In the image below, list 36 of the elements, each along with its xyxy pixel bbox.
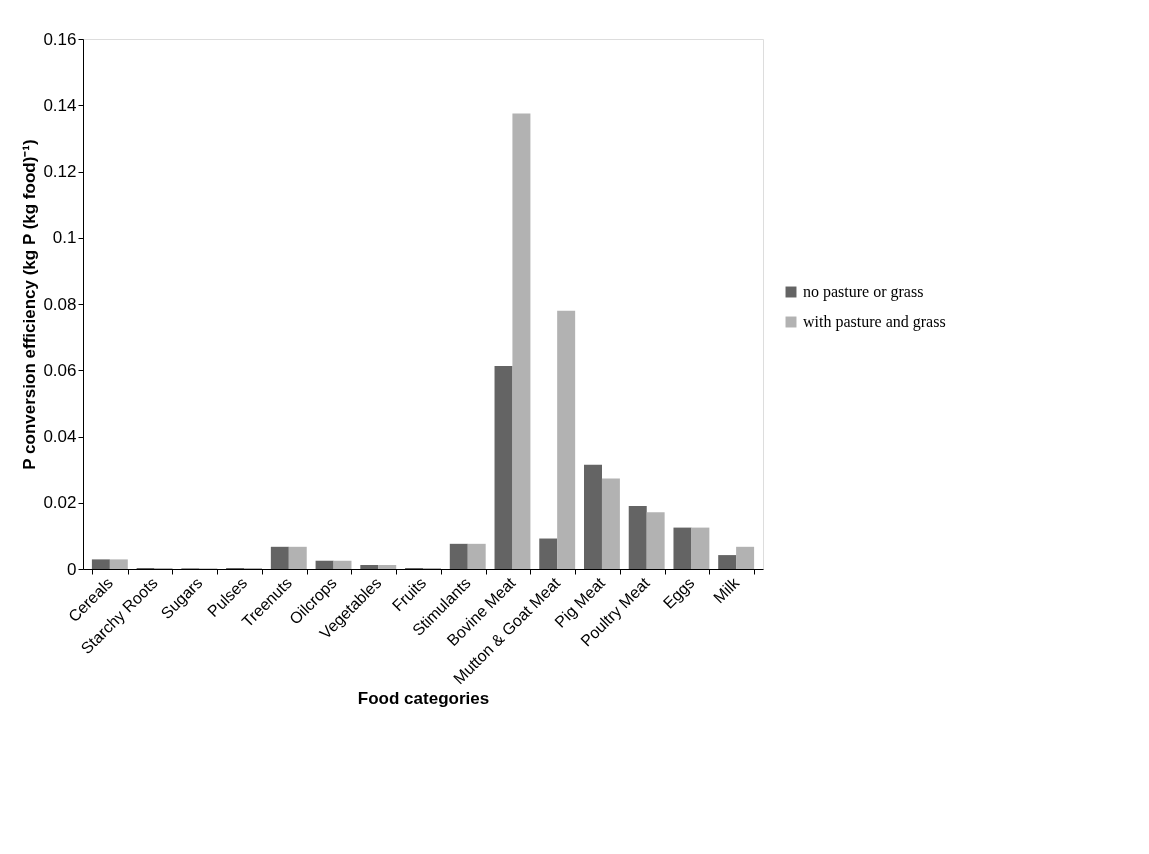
bar: [601, 478, 620, 569]
bar: [467, 543, 486, 569]
y-tick-label: 0.16: [43, 29, 77, 49]
bar: [333, 560, 352, 569]
bar: [557, 310, 576, 569]
bar: [270, 546, 289, 569]
bar: [494, 365, 513, 569]
bar: [449, 543, 468, 569]
x-axis-title: Food categories: [357, 689, 490, 709]
x-tick-label: Milk: [710, 573, 744, 607]
y-axis-title: P conversion efficiency (kg P (kg food)⁻¹): [20, 139, 40, 470]
y-tick-label: 0.06: [43, 360, 77, 380]
bar: [288, 546, 307, 569]
y-tick-label: 0: [67, 559, 77, 579]
bar: [315, 560, 334, 569]
legend-label: with pasture and grass: [803, 313, 946, 331]
y-tick-label: 0.14: [43, 95, 77, 115]
y-tick-label: 0.02: [43, 493, 77, 513]
bar: [673, 527, 692, 569]
bar: [718, 555, 737, 569]
y-tick-label: 0.1: [52, 228, 77, 248]
bar: [646, 512, 665, 569]
bar: [109, 559, 128, 569]
bar: [691, 527, 710, 569]
bar: [628, 506, 647, 569]
bar: [91, 559, 110, 569]
bar: [360, 565, 379, 569]
bar: [584, 464, 602, 569]
y-tick-label: 0.04: [43, 427, 77, 446]
bar: [512, 113, 531, 569]
y-tick-label: 0.08: [43, 294, 77, 314]
y-tick-label: 0.12: [43, 162, 77, 181]
bar: [378, 565, 397, 569]
legend-label: no pasture or grass: [803, 283, 924, 301]
bar: [736, 546, 755, 569]
bar: [539, 538, 558, 569]
